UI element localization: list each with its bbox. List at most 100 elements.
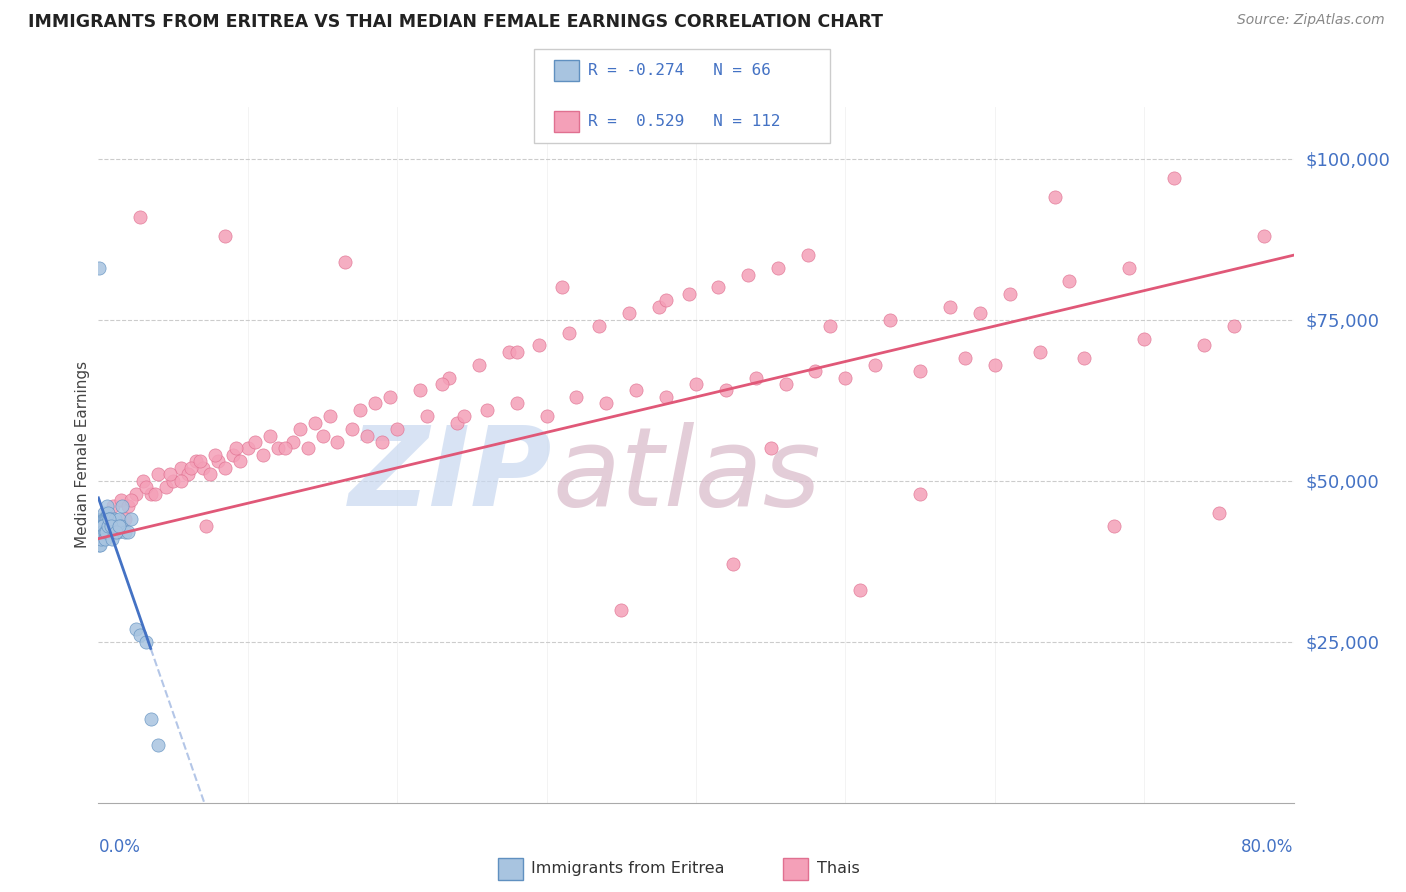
Point: [155, 480, 177, 494]
Point: [91, 518, 114, 533]
Point: [214, 460, 236, 475]
Point: [148, 738, 170, 752]
Point: [356, 428, 378, 442]
Point: [105, 518, 128, 533]
Point: [159, 467, 181, 482]
Point: [89, 518, 111, 533]
Point: [475, 402, 498, 417]
Point: [97, 512, 120, 526]
Point: [96, 512, 118, 526]
Point: [91, 525, 114, 540]
Point: [707, 280, 730, 294]
Point: [1028, 344, 1050, 359]
Point: [626, 384, 648, 398]
Point: [259, 428, 281, 442]
Point: [371, 435, 394, 450]
Point: [225, 442, 247, 456]
Point: [714, 384, 737, 398]
Point: [98, 518, 121, 533]
Point: [245, 435, 267, 450]
Point: [103, 525, 125, 540]
Point: [107, 518, 129, 533]
Point: [1073, 351, 1095, 366]
Point: [114, 512, 136, 526]
Point: [617, 306, 640, 320]
Point: [98, 512, 121, 526]
Point: [775, 377, 797, 392]
Point: [969, 306, 991, 320]
Point: [408, 384, 430, 398]
Point: [342, 422, 364, 436]
Point: [766, 261, 789, 276]
Point: [101, 532, 124, 546]
Point: [804, 364, 827, 378]
Point: [110, 493, 132, 508]
Point: [678, 286, 700, 301]
Point: [647, 300, 669, 314]
Point: [139, 712, 162, 726]
Point: [207, 454, 229, 468]
Point: [108, 512, 131, 526]
Point: [1222, 319, 1246, 334]
Point: [90, 512, 112, 526]
Point: [863, 358, 887, 372]
Point: [94, 518, 117, 533]
Point: [195, 518, 218, 533]
Point: [333, 254, 356, 268]
Point: [998, 286, 1021, 301]
Point: [120, 512, 142, 526]
Point: [468, 358, 491, 372]
Point: [506, 344, 529, 359]
Point: [169, 474, 191, 488]
Point: [506, 396, 529, 410]
Point: [1102, 518, 1125, 533]
Point: [378, 390, 401, 404]
Text: R =  0.529   N = 112: R = 0.529 N = 112: [588, 114, 780, 128]
Point: [527, 338, 550, 352]
Point: [311, 428, 333, 442]
Point: [139, 486, 162, 500]
Point: [107, 525, 129, 540]
Point: [91, 525, 114, 540]
Point: [148, 467, 170, 482]
Point: [97, 506, 120, 520]
Point: [89, 518, 111, 533]
Text: Source: ZipAtlas.com: Source: ZipAtlas.com: [1237, 13, 1385, 28]
Point: [879, 312, 901, 326]
Point: [908, 364, 931, 378]
Point: [222, 448, 245, 462]
Point: [96, 500, 118, 514]
Point: [89, 261, 111, 276]
Point: [984, 358, 1007, 372]
Point: [94, 512, 117, 526]
Point: [93, 518, 115, 533]
Point: [89, 525, 111, 540]
Point: [90, 512, 112, 526]
Point: [125, 622, 148, 636]
Point: [90, 532, 112, 546]
Point: [93, 525, 115, 540]
Point: [252, 448, 274, 462]
Point: [1059, 274, 1081, 288]
Point: [565, 390, 588, 404]
Point: [93, 518, 115, 533]
Point: [274, 442, 297, 456]
Point: [588, 319, 610, 334]
Point: [93, 525, 115, 540]
Point: [101, 525, 124, 540]
Point: [191, 460, 214, 475]
Point: [91, 525, 114, 540]
Text: Thais: Thais: [817, 862, 859, 876]
Point: [96, 518, 118, 533]
Point: [143, 486, 166, 500]
Point: [610, 602, 633, 616]
Text: 0.0%: 0.0%: [98, 838, 141, 855]
Point: [129, 210, 152, 224]
Point: [188, 454, 211, 468]
Point: [135, 480, 157, 494]
Point: [89, 538, 111, 552]
Point: [90, 518, 112, 533]
Point: [385, 422, 409, 436]
Point: [1133, 332, 1156, 346]
Point: [96, 512, 118, 526]
